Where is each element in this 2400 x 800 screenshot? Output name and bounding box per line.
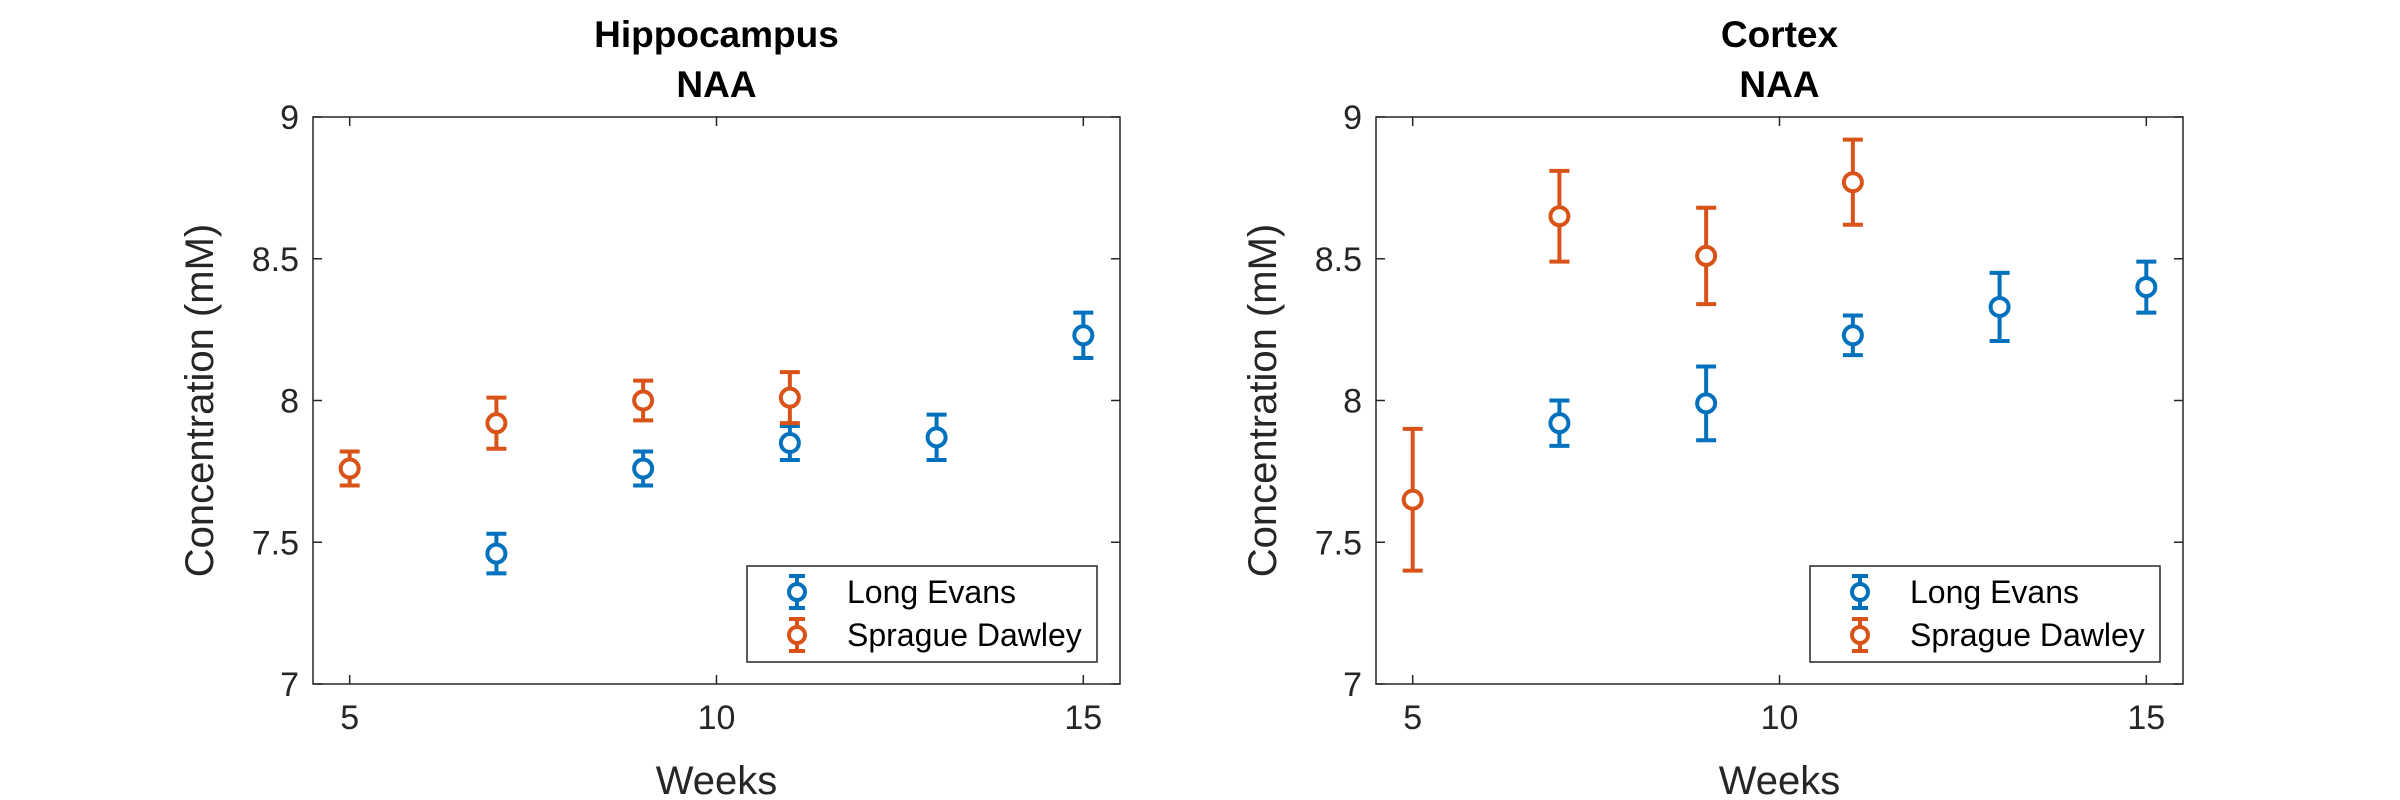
y-tick-label: 8 <box>280 383 299 421</box>
data-point <box>925 412 948 463</box>
data-point <box>1841 313 1864 358</box>
y-tick-label: 9 <box>1343 99 1362 137</box>
legend-entry: Long Evans <box>787 574 1016 610</box>
marker <box>1841 171 1864 194</box>
chart-panel-1: Hippocampus NAA 5 10 15 7 7.5 8 8.5 9 Weeks Concent… <box>178 14 1121 800</box>
legend-label: Sprague Dawley <box>1910 617 2145 653</box>
data-point <box>1548 398 1571 448</box>
series-sprague-dawley <box>338 370 801 488</box>
legend: Long Evans Sprague Dawley <box>746 565 1098 663</box>
data-point <box>778 424 801 463</box>
y-axis-label: Concentration (mM) <box>178 224 222 577</box>
y-tick-label: 7 <box>1343 666 1362 704</box>
data-point <box>1695 364 1718 443</box>
y-tick-label: 7.5 <box>252 524 299 562</box>
marker <box>1548 412 1571 435</box>
x-tick-label: 15 <box>2127 699 2165 737</box>
x-axis-label: Weeks <box>1719 759 1841 800</box>
marker <box>2135 276 2158 299</box>
y-tick-label: 9 <box>280 99 299 137</box>
marker <box>485 412 508 435</box>
data-point <box>1072 310 1095 360</box>
legend-box <box>1809 565 2161 663</box>
marker <box>1401 488 1424 511</box>
legend-box <box>746 565 1098 663</box>
y-tick-label: 8.5 <box>252 241 299 279</box>
x-tick-label: 15 <box>1064 699 1102 737</box>
data-point <box>632 449 655 488</box>
data-point <box>338 449 361 488</box>
data-point <box>1401 426 1424 573</box>
marker <box>1072 324 1095 347</box>
x-tick-label: 10 <box>1761 699 1799 737</box>
chart-title-line-2: NAA <box>1739 64 1819 105</box>
data-point <box>2135 259 2158 315</box>
marker <box>485 542 508 565</box>
legend-label: Long Evans <box>847 574 1016 610</box>
data-point <box>632 378 655 423</box>
legend-entry: Sprague Dawley <box>1850 617 2145 653</box>
marker <box>1548 205 1571 228</box>
data-point <box>1695 205 1718 307</box>
chart-title-line-1: Cortex <box>1721 14 1839 55</box>
legend-entry: Long Evans <box>1850 574 2079 610</box>
data-point <box>485 395 508 451</box>
y-tick-label: 8 <box>1343 383 1362 421</box>
x-tick-label: 5 <box>1403 699 1422 737</box>
data-point <box>778 370 801 426</box>
x-tick-label: 5 <box>340 699 359 737</box>
marker <box>1988 295 2011 318</box>
marker <box>1841 324 1864 347</box>
y-tick-label: 8.5 <box>1315 241 1362 279</box>
marker <box>925 426 948 449</box>
chart-panel-2: Cortex NAA 5 10 15 7 7.5 8 8.5 9 Weeks Concentratio… <box>1241 14 2184 800</box>
chart-title-line-2: NAA <box>676 64 756 105</box>
series-long-evans <box>485 310 1095 576</box>
x-tick-label: 10 <box>698 699 736 737</box>
data-point <box>1988 270 2011 343</box>
marker <box>1695 392 1718 415</box>
series-sprague-dawley <box>1401 137 1864 573</box>
marker <box>1695 244 1718 267</box>
legend-marker <box>787 625 807 645</box>
marker <box>778 386 801 409</box>
marker <box>632 457 655 480</box>
legend-marker <box>787 582 807 602</box>
data-point <box>485 531 508 576</box>
data-point <box>1841 137 1864 227</box>
legend-marker <box>1850 625 1870 645</box>
legend-entry: Sprague Dawley <box>787 617 1082 653</box>
y-tick-label: 7.5 <box>1315 524 1362 562</box>
marker <box>632 389 655 412</box>
legend-label: Sprague Dawley <box>847 617 1082 653</box>
y-axis-label: Concentration (mM) <box>1241 224 1285 577</box>
marker <box>778 432 801 455</box>
y-tick-label: 7 <box>280 666 299 704</box>
legend-marker <box>1850 582 1870 602</box>
x-axis-label: Weeks <box>656 759 778 800</box>
marker <box>338 457 361 480</box>
series-long-evans <box>1548 259 2158 448</box>
legend: Long Evans Sprague Dawley <box>1809 565 2161 663</box>
chart-title-line-1: Hippocampus <box>594 14 839 55</box>
data-point <box>1548 168 1571 264</box>
legend-label: Long Evans <box>1910 574 2079 610</box>
